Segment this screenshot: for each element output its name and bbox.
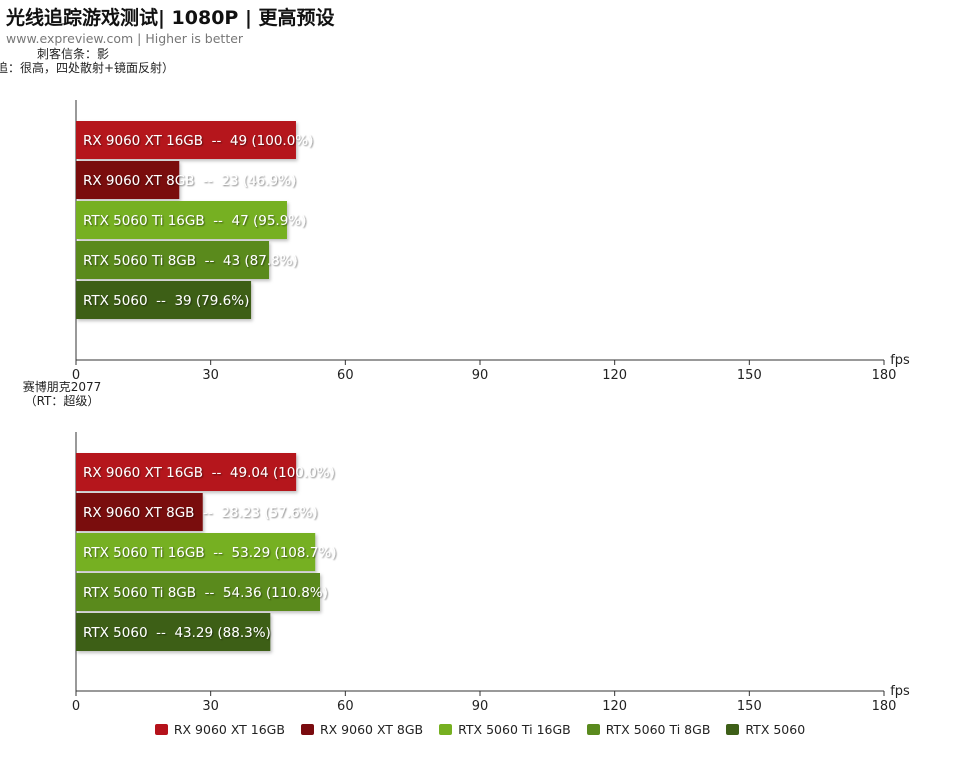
legend-swatch bbox=[154, 724, 168, 735]
bar bbox=[76, 453, 297, 491]
legend-item: RTX 5060 Ti 8GB bbox=[586, 722, 711, 737]
x-tick-label: 0 bbox=[72, 368, 80, 383]
x-tick-label: 180 bbox=[872, 699, 897, 714]
bar-data-label: RX 9060 XT 8GB -- 28.23 (57.6%) bbox=[83, 505, 318, 521]
x-tick-label: 0 bbox=[72, 699, 80, 714]
legend-swatch bbox=[726, 724, 740, 735]
bar-data-label: RX 9060 XT 16GB -- 49.04 (100.0%) bbox=[83, 465, 335, 481]
bar bbox=[76, 201, 287, 239]
legend-swatch bbox=[586, 724, 600, 735]
legend-swatch bbox=[300, 724, 314, 735]
x-tick-label: 30 bbox=[202, 368, 219, 383]
bar-data-label: RX 9060 XT 8GB -- 23 (46.9%) bbox=[83, 173, 296, 189]
legend-label: RTX 5060 Ti 16GB bbox=[458, 722, 571, 737]
bar-data-label: RTX 5060 -- 43.29 (88.3%) bbox=[83, 625, 271, 641]
legend-item: RX 9060 XT 8GB bbox=[300, 722, 424, 737]
game-name: 赛博朋克2077 bbox=[22, 380, 102, 394]
bar bbox=[76, 161, 180, 199]
x-tick-label: 90 bbox=[472, 368, 489, 383]
x-tick-label: 150 bbox=[737, 368, 762, 383]
bar bbox=[76, 573, 321, 611]
legend-item: RX 9060 XT 16GB bbox=[154, 722, 285, 737]
game-settings: （光追：很高，四处散射+镜面反射） bbox=[0, 61, 175, 75]
bar-data-label: RTX 5060 Ti 8GB -- 54.36 (110.8%) bbox=[83, 585, 328, 601]
bar bbox=[76, 533, 316, 571]
chart-title: 光线追踪游戏测试| 1080P | 更高预设 bbox=[6, 7, 335, 29]
legend-label: RTX 5060 Ti 8GB bbox=[605, 722, 711, 737]
bar bbox=[76, 493, 203, 531]
bar-data-label: RTX 5060 Ti 16GB -- 47 (95.9%) bbox=[83, 213, 306, 229]
legend-item: RTX 5060 Ti 16GB bbox=[439, 722, 571, 737]
legend-label: RX 9060 XT 8GB bbox=[319, 722, 424, 737]
legend: RX 9060 XT 16GB RX 9060 XT 8GB RTX 5060 Ti… bbox=[0, 722, 960, 737]
x-axis-unit: fps bbox=[890, 353, 910, 368]
game-label-panel-1: 刺客信条：影 （光追：很高，四处散射+镜面反射） bbox=[0, 47, 186, 75]
bar-data-label: RTX 5060 -- 39 (79.6%) bbox=[83, 293, 249, 309]
legend-item: RTX 5060 bbox=[726, 722, 805, 737]
x-tick-label: 150 bbox=[737, 699, 762, 714]
game-settings: （RT：超级） bbox=[24, 394, 100, 408]
x-tick-label: 180 bbox=[872, 368, 897, 383]
game-label-panel-2: 赛博朋克2077 （RT：超级） bbox=[0, 380, 137, 408]
x-tick-label: 120 bbox=[602, 699, 627, 714]
bar-data-label: RTX 5060 Ti 8GB -- 43 (87.8%) bbox=[83, 253, 298, 269]
bar-data-label: RTX 5060 Ti 16GB -- 53.29 (108.7%) bbox=[83, 545, 336, 561]
bar-data-label: RX 9060 XT 16GB -- 49 (100.0%) bbox=[83, 133, 313, 149]
bar bbox=[76, 121, 296, 159]
x-tick-label: 30 bbox=[202, 699, 219, 714]
legend-swatch bbox=[439, 724, 453, 735]
legend-label: RX 9060 XT 16GB bbox=[173, 722, 285, 737]
legend-label: RTX 5060 bbox=[745, 722, 806, 737]
game-name: 刺客信条：影 bbox=[36, 47, 109, 61]
bar bbox=[76, 241, 270, 279]
x-tick-label: 60 bbox=[337, 699, 354, 714]
bar bbox=[76, 613, 271, 651]
x-tick-label: 90 bbox=[472, 699, 489, 714]
bar bbox=[76, 281, 252, 319]
x-tick-label: 120 bbox=[602, 368, 627, 383]
chart-subtitle: www.expreview.com | Higher is better bbox=[6, 31, 244, 46]
x-axis-unit: fps bbox=[890, 684, 910, 699]
x-tick-label: 60 bbox=[337, 368, 354, 383]
